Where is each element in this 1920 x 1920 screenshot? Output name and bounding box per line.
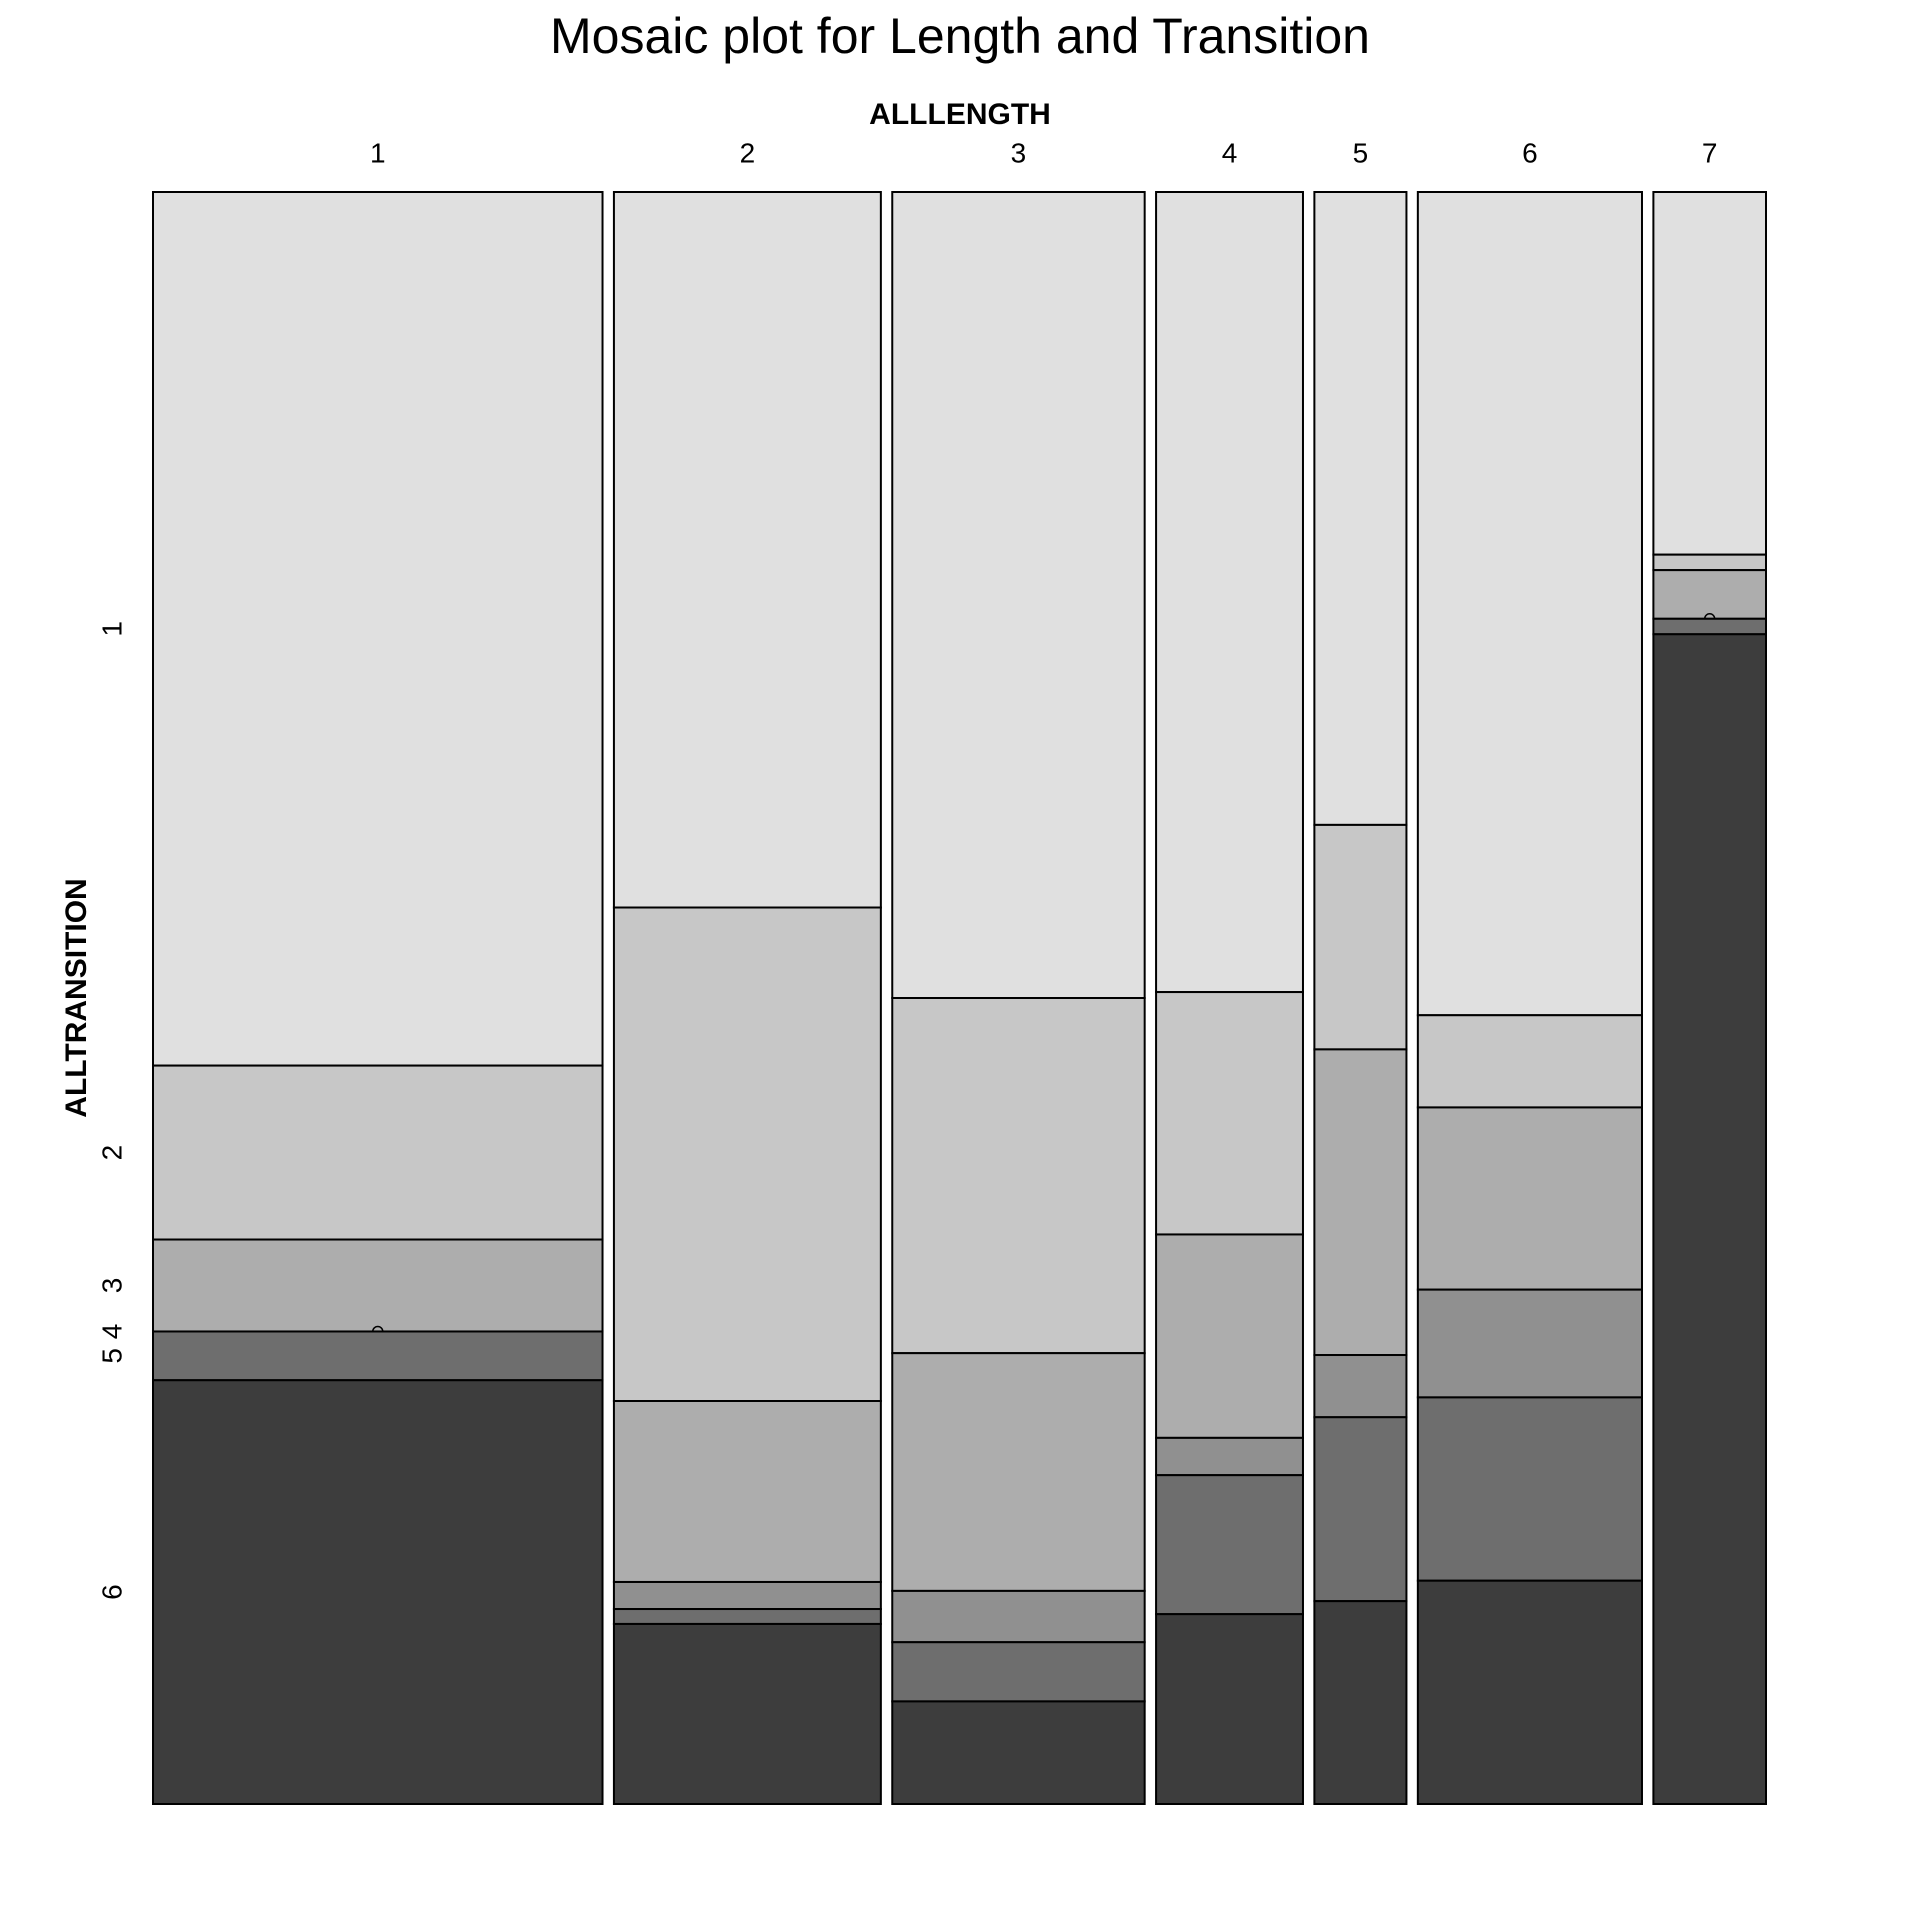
mosaic-cell bbox=[891, 1589, 1146, 1644]
mosaic-cell bbox=[612, 191, 882, 909]
chart-title: Mosaic plot for Length and Transition bbox=[550, 8, 1370, 64]
mosaic-cell bbox=[891, 191, 1146, 999]
mosaic-cell bbox=[1313, 1354, 1408, 1419]
x-tick-label: 7 bbox=[1702, 137, 1718, 168]
mosaic-cell bbox=[1155, 191, 1304, 994]
mosaic-cell bbox=[891, 997, 1146, 1355]
mosaic-cell bbox=[1416, 1106, 1643, 1291]
y-tick-label: 1 bbox=[96, 621, 127, 637]
mosaic-cell bbox=[1652, 191, 1768, 556]
x-axis-label: ALLLENGTH bbox=[869, 98, 1051, 131]
mosaic-cell bbox=[891, 1700, 1146, 1806]
mosaic-cell bbox=[1155, 1436, 1304, 1477]
mosaic-cell bbox=[1155, 1613, 1304, 1806]
x-tick-label: 5 bbox=[1353, 137, 1369, 168]
y-tick-label: 5 bbox=[96, 1348, 127, 1364]
mosaic-cell bbox=[1416, 1579, 1643, 1806]
y-tick-label: 2 bbox=[96, 1145, 127, 1161]
mosaic-cell bbox=[1313, 1048, 1408, 1357]
mosaic-cell bbox=[1313, 1416, 1408, 1603]
mosaic-cell bbox=[612, 1622, 882, 1806]
mosaic-cell bbox=[1652, 633, 1768, 1805]
y-tick-label: 3 bbox=[96, 1278, 127, 1294]
mosaic-cell bbox=[152, 191, 604, 1067]
mosaic-cell bbox=[1652, 617, 1768, 636]
x-tick-label: 2 bbox=[740, 137, 756, 168]
mosaic-cell bbox=[1652, 569, 1768, 620]
mosaic-cell bbox=[1416, 1014, 1643, 1109]
mosaic-cell bbox=[1313, 823, 1408, 1051]
mosaic-cell bbox=[152, 1379, 604, 1805]
mosaic-cell bbox=[612, 906, 882, 1403]
mosaic-cell bbox=[1416, 1396, 1643, 1582]
mosaic-cell bbox=[1313, 191, 1408, 826]
mosaic-cell bbox=[1416, 1288, 1643, 1399]
mosaic-cell bbox=[1155, 1474, 1304, 1616]
mosaic-cell bbox=[1313, 1600, 1408, 1806]
x-tick-label: 1 bbox=[370, 137, 386, 168]
mosaic-cell bbox=[152, 1238, 604, 1333]
mosaic-cell bbox=[1652, 553, 1768, 572]
mosaic-cell bbox=[1416, 191, 1643, 1017]
mosaic-cell bbox=[612, 1400, 882, 1583]
mosaic-cell bbox=[891, 1641, 1146, 1703]
mosaic-cell bbox=[1155, 1233, 1304, 1439]
mosaic-cell bbox=[891, 1352, 1146, 1592]
x-tick-label: 3 bbox=[1011, 137, 1027, 168]
x-tick-label: 6 bbox=[1522, 137, 1538, 168]
mosaic-cell bbox=[612, 1608, 882, 1625]
mosaic-cell bbox=[612, 1580, 882, 1611]
y-tick-label: 6 bbox=[96, 1584, 127, 1600]
mosaic-cell bbox=[152, 1064, 604, 1241]
mosaic-cell bbox=[1155, 991, 1304, 1236]
y-tick-label: 4 bbox=[96, 1324, 127, 1340]
x-tick-label: 4 bbox=[1222, 137, 1238, 168]
mosaic-cell bbox=[152, 1330, 604, 1382]
y-axis-label: ALLTRANSITION bbox=[60, 878, 93, 1117]
